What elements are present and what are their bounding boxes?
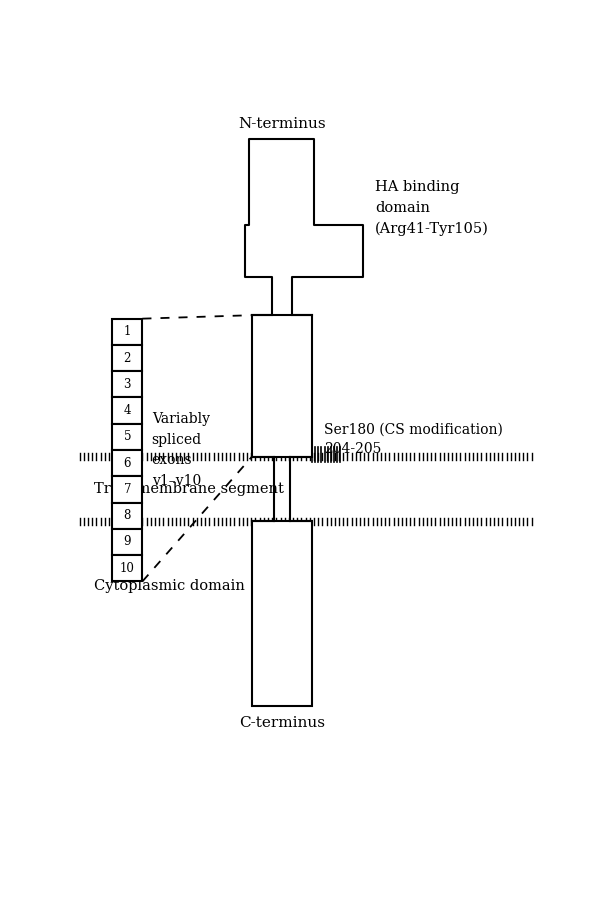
Text: 6: 6 bbox=[124, 457, 131, 470]
Text: 2: 2 bbox=[124, 352, 131, 365]
Text: 9: 9 bbox=[124, 535, 131, 549]
Text: C-terminus: C-terminus bbox=[239, 717, 325, 730]
Text: 4: 4 bbox=[124, 404, 131, 417]
Bar bbox=[112, 424, 142, 450]
Text: Transmembrane segment: Transmembrane segment bbox=[94, 482, 283, 496]
Bar bbox=[112, 371, 142, 398]
Text: Variably
spliced
exons
v1–v10: Variably spliced exons v1–v10 bbox=[152, 412, 210, 488]
Bar bbox=[252, 315, 312, 457]
Text: 5: 5 bbox=[124, 430, 131, 444]
Text: N-terminus: N-terminus bbox=[238, 117, 326, 130]
Bar bbox=[112, 476, 142, 503]
Bar bbox=[112, 450, 142, 476]
Text: 1: 1 bbox=[124, 325, 131, 339]
Bar bbox=[112, 503, 142, 529]
Text: 10: 10 bbox=[120, 562, 135, 575]
Text: 8: 8 bbox=[124, 509, 131, 523]
Bar bbox=[112, 398, 142, 424]
Bar bbox=[252, 521, 312, 706]
Bar bbox=[112, 345, 142, 371]
Bar bbox=[112, 319, 142, 345]
Text: HA binding
domain
(Arg41-Tyr105): HA binding domain (Arg41-Tyr105) bbox=[375, 180, 489, 236]
Text: 3: 3 bbox=[124, 378, 131, 391]
Text: 7: 7 bbox=[124, 483, 131, 496]
Text: Cytoplasmic domain: Cytoplasmic domain bbox=[94, 579, 244, 593]
Bar bbox=[112, 529, 142, 555]
Bar bbox=[112, 555, 142, 581]
Text: Ser180 (CS modification)
204-205: Ser180 (CS modification) 204-205 bbox=[324, 423, 503, 456]
